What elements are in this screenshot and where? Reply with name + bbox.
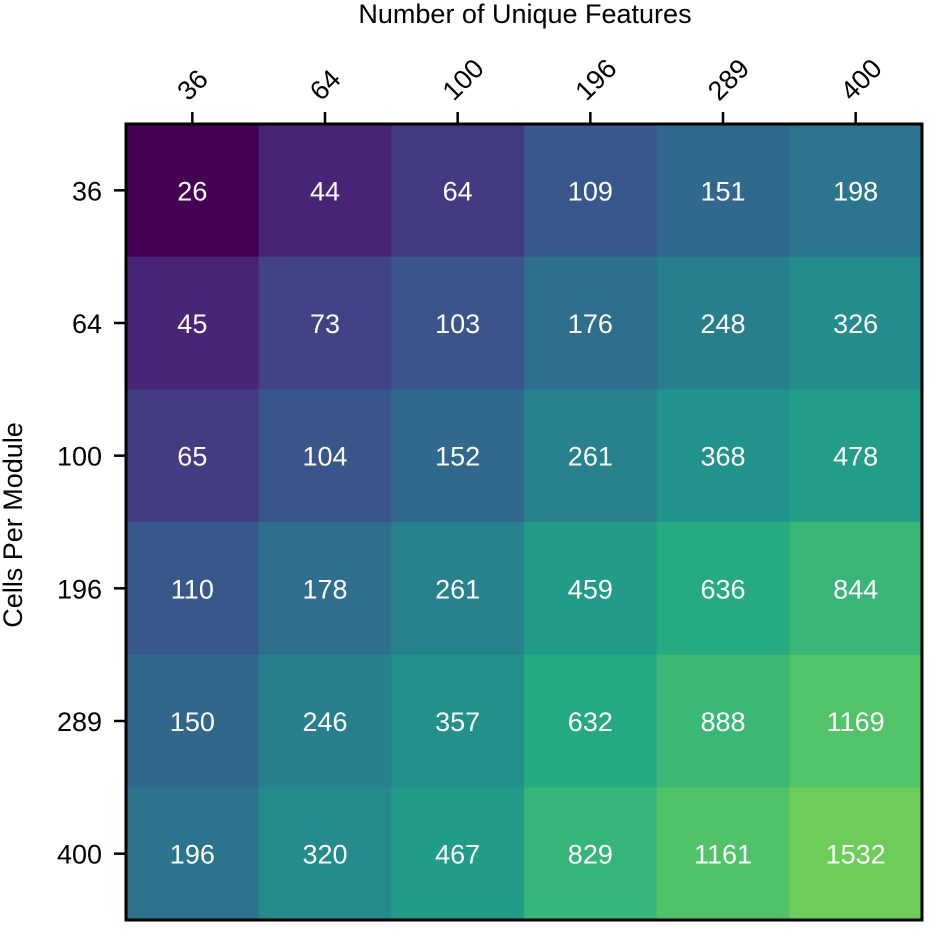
y-tick-label: 36	[72, 176, 102, 206]
heatmap-cell	[258, 256, 392, 390]
heatmap-cell	[524, 124, 658, 258]
cell-value-label: 109	[568, 176, 613, 206]
cell-value-label: 320	[302, 840, 347, 870]
heatmap-cell	[258, 787, 392, 921]
cell-value-label: 104	[302, 442, 347, 472]
cell-value-label: 248	[700, 309, 745, 339]
cell-value-label: 73	[310, 309, 340, 339]
heatmap-cell	[789, 124, 923, 258]
heatmap-cell	[126, 787, 260, 921]
heatmap-cell	[789, 787, 923, 921]
heatmap-cell	[391, 654, 525, 788]
x-axis-title: Number of Unique Features	[358, 0, 691, 29]
heatmap-cell	[656, 389, 790, 523]
cell-value-label: 467	[435, 840, 480, 870]
x-tick-label: 64	[304, 64, 346, 106]
heatmap-cell	[524, 522, 658, 656]
heatmap-cell	[524, 256, 658, 390]
x-tick-label: 36	[171, 64, 213, 106]
cell-value-label: 26	[177, 176, 207, 206]
cell-value-label: 478	[833, 442, 878, 472]
heatmap-cell	[391, 389, 525, 523]
y-tick-label: 400	[57, 840, 102, 870]
cell-value-label: 261	[568, 442, 613, 472]
heatmap-cell	[258, 522, 392, 656]
heatmap-cell	[789, 389, 923, 523]
cell-value-label: 368	[700, 442, 745, 472]
cell-value-label: 1169	[827, 707, 885, 737]
heatmap-cells: 26 44 64 109 151 198 45 73 103 176 248 326 65 104 152 2…	[126, 124, 923, 921]
heatmap-cell	[391, 522, 525, 656]
y-tick-label: 100	[57, 442, 102, 472]
heatmap-cell	[656, 522, 790, 656]
heatmap-cell	[789, 256, 923, 390]
cell-value-label: 246	[302, 707, 347, 737]
heatmap-cell	[656, 124, 790, 258]
heatmap-cell	[524, 787, 658, 921]
cell-value-label: 110	[171, 574, 214, 604]
heatmap-cell	[258, 389, 392, 523]
cell-value-label: 178	[302, 574, 347, 604]
cell-value-label: 326	[833, 309, 878, 339]
heatmap-cell	[524, 654, 658, 788]
cell-value-label: 1161	[694, 840, 752, 870]
cell-value-label: 261	[435, 574, 480, 604]
y-tick-label: 289	[57, 707, 102, 737]
heatmap-cell	[391, 256, 525, 390]
x-tick-label: 100	[437, 53, 490, 106]
heatmap-cell	[126, 124, 260, 258]
cell-value-label: 176	[568, 309, 613, 339]
cell-value-label: 150	[170, 707, 215, 737]
cell-value-label: 65	[177, 442, 207, 472]
cell-value-label: 888	[700, 707, 745, 737]
heatmap-cell	[258, 654, 392, 788]
x-ticks: 36 64 100 196 289 400	[171, 53, 888, 124]
heatmap-cell	[391, 787, 525, 921]
cell-value-label: 357	[435, 707, 480, 737]
heatmap-cell	[126, 389, 260, 523]
cell-value-label: 151	[700, 176, 745, 206]
y-ticks: 36 64 100 196 289 400	[57, 176, 126, 870]
y-axis-title: Cells Per Module	[0, 422, 28, 628]
heatmap-cell	[656, 654, 790, 788]
cell-value-label: 196	[170, 840, 215, 870]
cell-value-label: 103	[435, 309, 480, 339]
heatmap-cell	[524, 389, 658, 523]
heatmap-cell	[126, 654, 260, 788]
y-tick-label: 64	[72, 309, 102, 339]
cell-value-label: 198	[833, 176, 878, 206]
cell-value-label: 152	[435, 442, 480, 472]
plot-frame	[124, 122, 924, 922]
heatmap-cell	[258, 124, 392, 258]
cell-value-label: 636	[700, 574, 745, 604]
cell-value-label: 829	[568, 840, 613, 870]
cell-value-label: 459	[568, 574, 613, 604]
heatmap-cell	[789, 654, 923, 788]
cell-value-label: 44	[310, 176, 340, 206]
heatmap-cell	[789, 522, 923, 656]
heatmap-cell	[126, 522, 260, 656]
heatmap-cell	[656, 787, 790, 921]
cell-value-label: 64	[443, 176, 473, 206]
y-tick-label: 196	[57, 574, 102, 604]
x-tick-label: 289	[702, 53, 755, 106]
cell-value-label: 844	[833, 574, 878, 604]
cell-value-label: 1532	[826, 840, 886, 870]
heatmap-cell	[391, 124, 525, 258]
heatmap-cell	[126, 256, 260, 390]
x-tick-label: 196	[569, 53, 622, 106]
x-tick-label: 400	[835, 53, 888, 106]
heatmap-cell	[656, 256, 790, 390]
cell-value-label: 45	[177, 309, 207, 339]
cell-value-label: 632	[568, 707, 613, 737]
